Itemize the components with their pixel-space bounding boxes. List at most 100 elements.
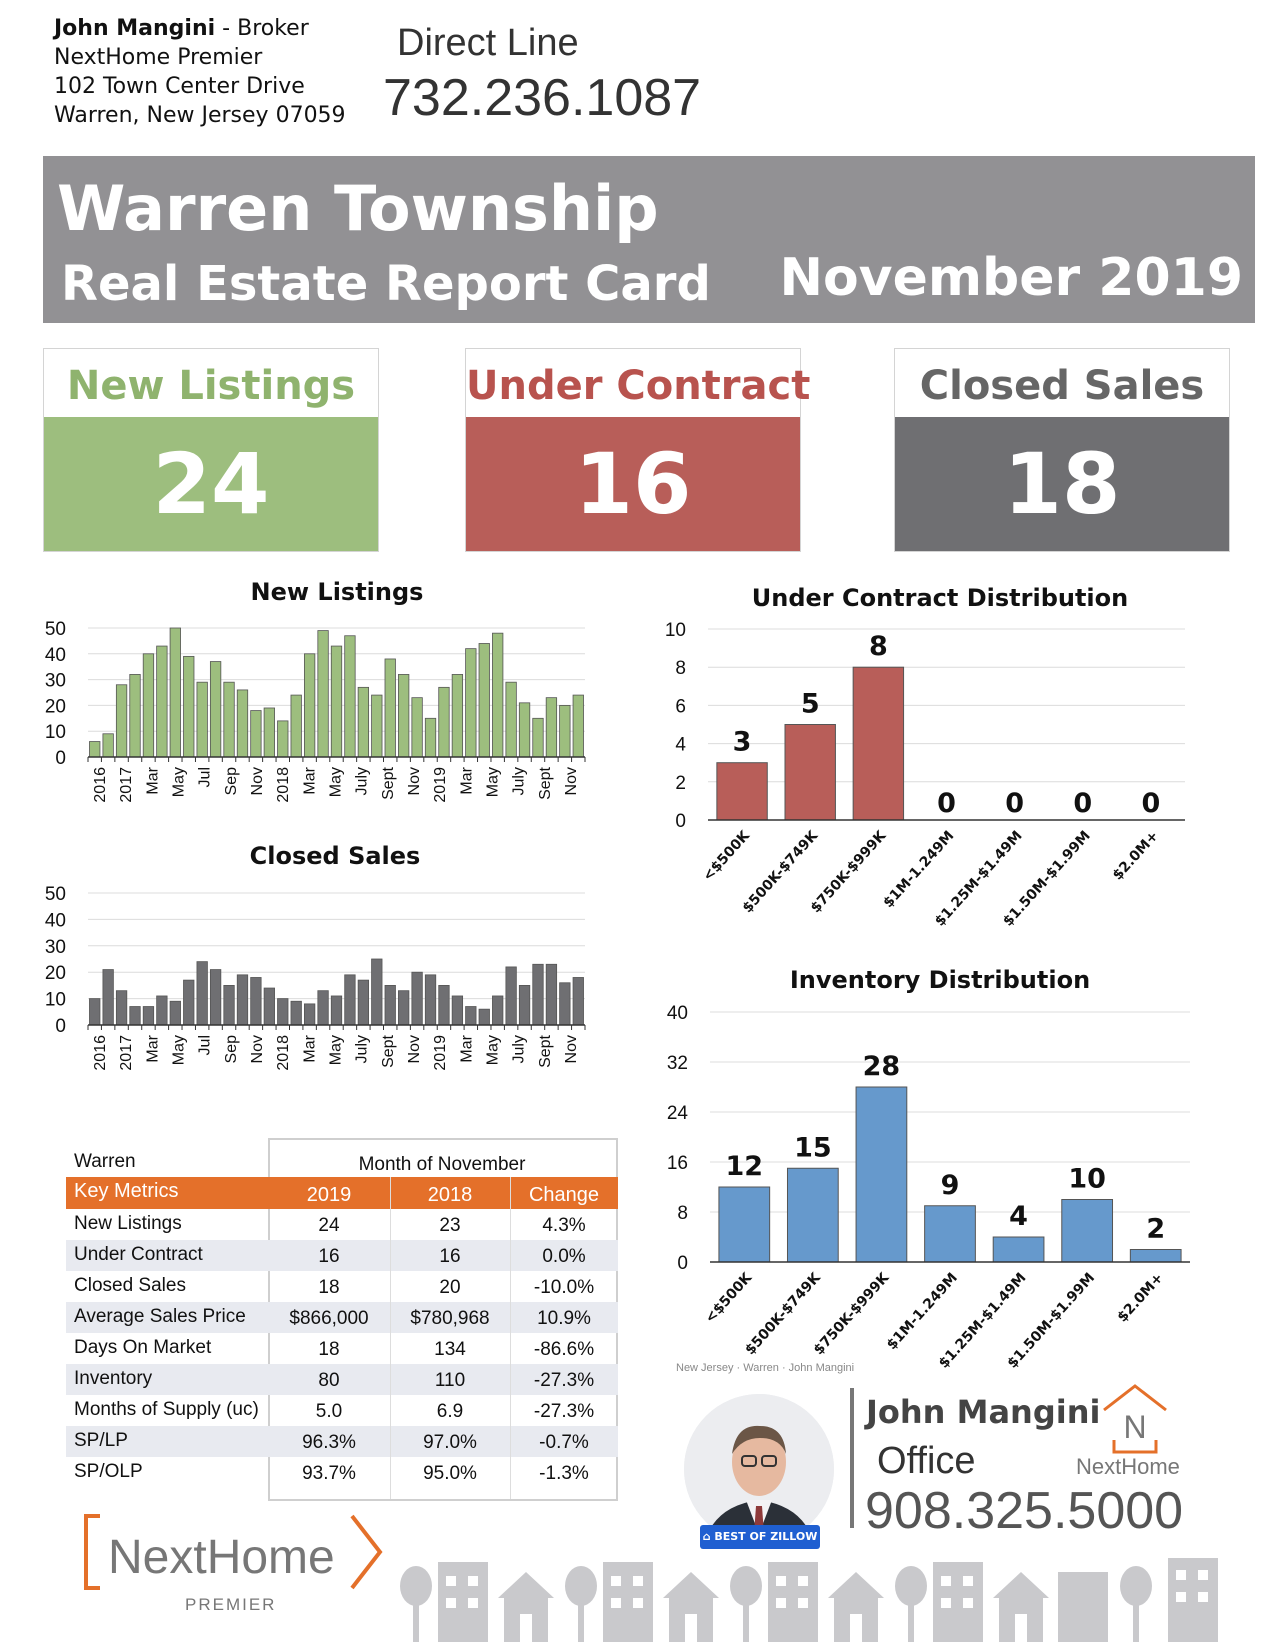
bar <box>169 627 181 758</box>
bar <box>505 966 517 1026</box>
table-row: SP/OLP 93.7% 95.0% -1.3% <box>66 1457 618 1488</box>
table-divider <box>390 1177 391 1499</box>
metric-2019: 96.3% <box>302 1432 356 1453</box>
y-tick-label: 0 <box>675 811 686 832</box>
bar <box>384 985 396 1026</box>
closed-sales-chart: 0 10 20 30 40 50 2016 2017 Mar May Jul Sep Nov 2018 Ma… <box>45 884 586 1071</box>
header-2019: 2019 <box>306 1184 352 1206</box>
x-tick-label: Mar <box>144 766 161 794</box>
closed-sales-chart-title: Closed Sales <box>249 842 421 870</box>
category-label: <$500K <box>700 827 754 884</box>
metric-change: 0.0% <box>542 1246 586 1267</box>
header-2018: 2018 <box>427 1184 473 1206</box>
y-tick-label: 8 <box>677 1203 688 1224</box>
data-label: 8 <box>869 631 888 662</box>
new-listings-chart: 0 10 20 30 40 50 2016 2017 Mar May Jul Sep Nov 2018 Ma… <box>45 619 586 803</box>
metric-change: -1.3% <box>539 1463 589 1484</box>
kpi-value: 16 <box>466 417 800 551</box>
y-tick-label: 0 <box>55 748 66 769</box>
bar <box>532 717 544 758</box>
table-area-label: Warren <box>74 1151 136 1172</box>
office-phone[interactable]: 908.325.5000 <box>865 1482 1184 1540</box>
y-tick-label: 16 <box>667 1153 688 1174</box>
x-tick-label: 2016 <box>92 767 109 803</box>
bar <box>102 969 114 1026</box>
kpi-new-listings: New Listings 24 <box>43 348 379 552</box>
bar <box>263 707 275 758</box>
bar <box>357 979 370 1026</box>
data-label: 12 <box>725 1151 763 1182</box>
x-tick-label: Nov <box>249 767 266 795</box>
header-key-metrics: Key Metrics <box>74 1180 179 1202</box>
y-tick-label: 40 <box>667 1003 688 1024</box>
bar <box>277 998 289 1026</box>
bar <box>196 681 208 758</box>
bar <box>545 697 558 758</box>
metric-change: -0.7% <box>539 1432 589 1453</box>
x-tick-label: July <box>511 1035 528 1063</box>
bar <box>716 762 768 821</box>
bar <box>317 990 329 1026</box>
x-tick-label: 2016 <box>92 1035 109 1071</box>
bar <box>518 702 531 758</box>
bar <box>438 686 450 758</box>
bar <box>572 694 584 758</box>
x-tick-label: Nov <box>563 1035 580 1063</box>
bar <box>303 1003 316 1026</box>
x-tick-label: 2017 <box>118 1035 135 1071</box>
y-tick-label: 50 <box>45 619 66 640</box>
nexthome-brackets-icon <box>84 1514 383 1590</box>
x-tick-label: May <box>328 767 345 797</box>
metric-label: Days On Market <box>74 1337 212 1358</box>
bar <box>572 977 584 1026</box>
bar <box>438 985 450 1026</box>
bar <box>115 990 128 1026</box>
kpi-value: 18 <box>895 417 1229 551</box>
metric-change: -27.3% <box>533 1401 595 1422</box>
x-tick-label: Nov <box>249 1035 266 1063</box>
kpi-label: New Listings <box>66 363 356 409</box>
bar <box>398 990 410 1026</box>
x-tick-label: Jul <box>197 1035 214 1055</box>
bar <box>277 720 289 758</box>
y-tick-label: 10 <box>45 990 66 1011</box>
direct-line-phone[interactable]: 732.236.1087 <box>383 69 702 127</box>
agent-portrait-icon <box>684 1394 834 1544</box>
bar <box>102 733 114 758</box>
report-title: Warren Township <box>57 172 659 245</box>
x-tick-label: Sept <box>537 766 554 799</box>
x-tick-label: Mar <box>144 1034 161 1062</box>
x-tick-label: May <box>484 1035 501 1065</box>
metric-label: Under Contract <box>74 1244 203 1265</box>
x-tick-label: Sept <box>380 766 397 799</box>
office-label: Office <box>877 1440 976 1482</box>
data-label: 15 <box>794 1132 832 1163</box>
metric-2019: 18 <box>318 1339 340 1360</box>
table-period-label: Month of November <box>358 1154 526 1175</box>
bar <box>855 1086 908 1263</box>
metric-label: Closed Sales <box>74 1275 186 1296</box>
data-label: 5 <box>801 689 820 720</box>
bar <box>344 635 356 758</box>
category-label: $2.0M+ <box>1115 1270 1167 1325</box>
kpi-label: Under Contract <box>466 363 811 409</box>
data-label: 0 <box>1142 788 1161 819</box>
data-label: 2 <box>1146 1214 1165 1245</box>
kpi-closed-sales: Closed Sales 18 <box>894 348 1230 552</box>
bar <box>89 998 101 1026</box>
metric-2019: $866,000 <box>289 1308 369 1329</box>
footer-agent-name: John Mangini <box>866 1393 1101 1431</box>
bar <box>183 655 195 758</box>
bar <box>330 645 343 758</box>
bar <box>129 674 141 758</box>
y-tick-label: 20 <box>45 696 66 717</box>
data-label: 9 <box>941 1170 960 1201</box>
nexthome-house-icon: N <box>1103 1384 1167 1454</box>
x-tick-label: May <box>484 767 501 797</box>
x-tick-label: July <box>354 767 371 795</box>
under-contract-distribution-chart: 02468103<$500K5$500K-$749K8$750K-$999K0$… <box>665 620 1185 930</box>
nexthome-small-logo-text: NextHome <box>1076 1454 1180 1479</box>
metric-change: 10.9% <box>537 1308 591 1329</box>
nexthome-logo-text: NextHome <box>108 1531 335 1584</box>
x-tick-label: Sept <box>380 1034 397 1067</box>
